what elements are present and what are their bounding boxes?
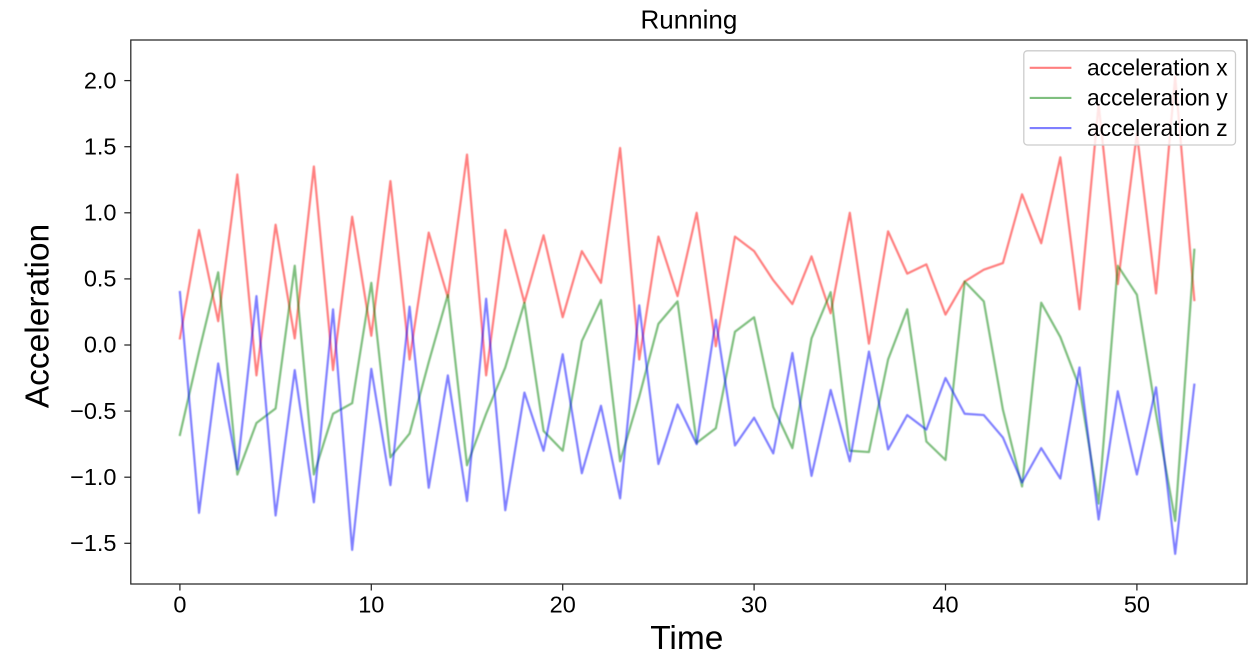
svg-text:0.5: 0.5 [84,266,117,292]
svg-text:40: 40 [932,592,958,618]
svg-text:−1.0: −1.0 [70,464,116,490]
svg-text:0: 0 [173,592,186,618]
svg-text:Time: Time [650,620,723,657]
svg-text:Acceleration: Acceleration [20,224,57,408]
svg-text:10: 10 [358,592,384,618]
svg-text:Running: Running [640,5,737,35]
svg-text:acceleration z: acceleration z [1087,115,1228,141]
svg-text:−1.5: −1.5 [70,530,116,556]
svg-text:1.5: 1.5 [84,133,117,159]
svg-text:acceleration y: acceleration y [1087,85,1228,111]
svg-text:50: 50 [1124,592,1150,618]
svg-text:0.0: 0.0 [84,332,117,358]
svg-text:20: 20 [550,592,576,618]
svg-text:2.0: 2.0 [84,67,117,93]
svg-text:30: 30 [741,592,767,618]
svg-text:acceleration x: acceleration x [1087,55,1228,81]
svg-text:1.0: 1.0 [84,200,117,226]
svg-text:−0.5: −0.5 [70,398,116,424]
